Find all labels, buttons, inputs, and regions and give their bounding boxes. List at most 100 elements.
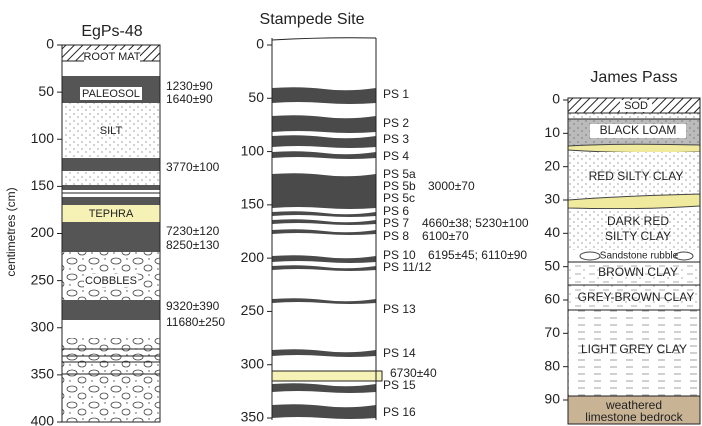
layer (62, 205, 160, 222)
column-stampede: Stampede Site PS 1 PS 2 PS 3 PS 4 PS 5a … (260, 11, 529, 420)
column-title: Stampede Site (260, 11, 365, 28)
tick-label: 250 (241, 302, 265, 318)
tick-label: 150 (241, 196, 265, 212)
lens (567, 143, 701, 154)
tephra-layer (271, 370, 383, 382)
unit-label: PS 5b (383, 179, 416, 193)
unit-label: SILTY CLAY (605, 229, 671, 243)
date: 11680±250 (166, 315, 225, 329)
tick-label: 0 (552, 91, 560, 107)
unit-label: BROWN CLAY (598, 265, 678, 279)
layer (62, 197, 160, 205)
tick-label: 80 (544, 357, 560, 373)
label-box (620, 100, 652, 112)
unit-label: PS 7 (383, 216, 409, 230)
rubble (579, 251, 601, 261)
tick-label: 350 (31, 366, 55, 382)
tick-label: 200 (241, 249, 265, 265)
tick-label: 90 (544, 391, 560, 407)
date: 9320±390 (166, 299, 220, 313)
unit-label: LIGHT GREY CLAY (581, 342, 687, 356)
date: 1640±90 (166, 92, 213, 106)
layer (62, 185, 160, 190)
unit-label: GREY-BROWN CLAY (578, 290, 695, 304)
unit-label: PS 2 (383, 116, 409, 130)
unit-label: PS 14 (383, 346, 416, 360)
unit-label: PS 13 (383, 302, 416, 316)
layer (62, 171, 160, 185)
date: 3000±70 (428, 179, 475, 193)
date: 8250±130 (166, 238, 220, 252)
date: 6730±40 (390, 366, 437, 380)
unit-label: SILT (100, 125, 123, 137)
tick-label: 100 (241, 142, 265, 158)
date: 4660±38; 5230±100 (422, 216, 529, 230)
layer (62, 338, 160, 422)
unit-label: DARK RED (607, 214, 669, 228)
dark-band (272, 151, 376, 159)
tick-label: 50 (38, 83, 54, 99)
tick-label: 300 (31, 318, 55, 334)
label-box (590, 124, 686, 138)
unit-label: PS 4 (383, 149, 409, 163)
tick-label: 150 (31, 177, 55, 193)
dark-band (272, 115, 376, 133)
dark-band (272, 265, 376, 271)
layer (62, 103, 160, 158)
tick-label: 300 (241, 355, 265, 371)
tick-label: 350 (241, 409, 265, 425)
layer (62, 222, 160, 252)
tick-label: 0 (46, 36, 54, 52)
layer (568, 262, 700, 285)
tick-label: 0 (256, 36, 264, 52)
unit-label: PS 11/12 (383, 260, 432, 274)
unit-label: PS 5a (383, 167, 416, 181)
unit-label: PS 10 (383, 248, 416, 262)
layer (568, 152, 700, 198)
column-egps-48: EgPs-48 centimetres (cm) ROOT MAT PALEOS… (4, 23, 225, 423)
tick-label: 60 (544, 291, 560, 307)
unit-label: PS 3 (383, 132, 409, 146)
date: 7230±120 (166, 224, 220, 238)
unit-label: Sandstone rubble (600, 251, 679, 262)
tick-label: 50 (248, 89, 264, 105)
column-james-pass: James Pass SOD BLACK LOAM RED SILTY CLAY… (567, 69, 701, 425)
unit-label: weathered (605, 398, 662, 412)
unit-label: TEPHRA (89, 208, 134, 220)
dark-band (272, 255, 376, 263)
column-title: James Pass (590, 69, 677, 86)
layer (568, 209, 700, 250)
date: 3770±100 (166, 160, 220, 174)
tick-label: 40 (544, 224, 560, 240)
unit-label: PS 15 (383, 378, 416, 392)
dark-band (272, 404, 376, 419)
unit-label: limestone bedrock (585, 410, 683, 424)
dark-band (272, 173, 376, 209)
layer (62, 158, 160, 171)
layer (568, 285, 700, 310)
layer (62, 300, 160, 320)
surface (271, 37, 377, 41)
label-box (80, 87, 142, 100)
unit-label: COBBLES (85, 275, 137, 287)
dark-band (272, 211, 376, 217)
date: 6100±70 (422, 229, 469, 243)
dark-band (272, 135, 376, 148)
unit-label: BLACK LOAM (600, 123, 677, 137)
column-frame (567, 97, 701, 425)
layer (568, 310, 700, 396)
tick-label: 200 (31, 224, 55, 240)
tick-label: 250 (31, 271, 55, 287)
tick-label: 10 (544, 124, 560, 140)
tick-label: 100 (31, 130, 55, 146)
date: 1230±90 (166, 79, 213, 93)
unit-label: SOD (624, 100, 648, 112)
label-box (84, 50, 140, 63)
layer (568, 113, 700, 119)
unit-label: PS 16 (383, 405, 416, 419)
rubble (674, 251, 694, 261)
dark-band (272, 87, 376, 104)
unit-label: PS 6 (383, 204, 409, 218)
column-title: EgPs-48 (81, 23, 142, 40)
